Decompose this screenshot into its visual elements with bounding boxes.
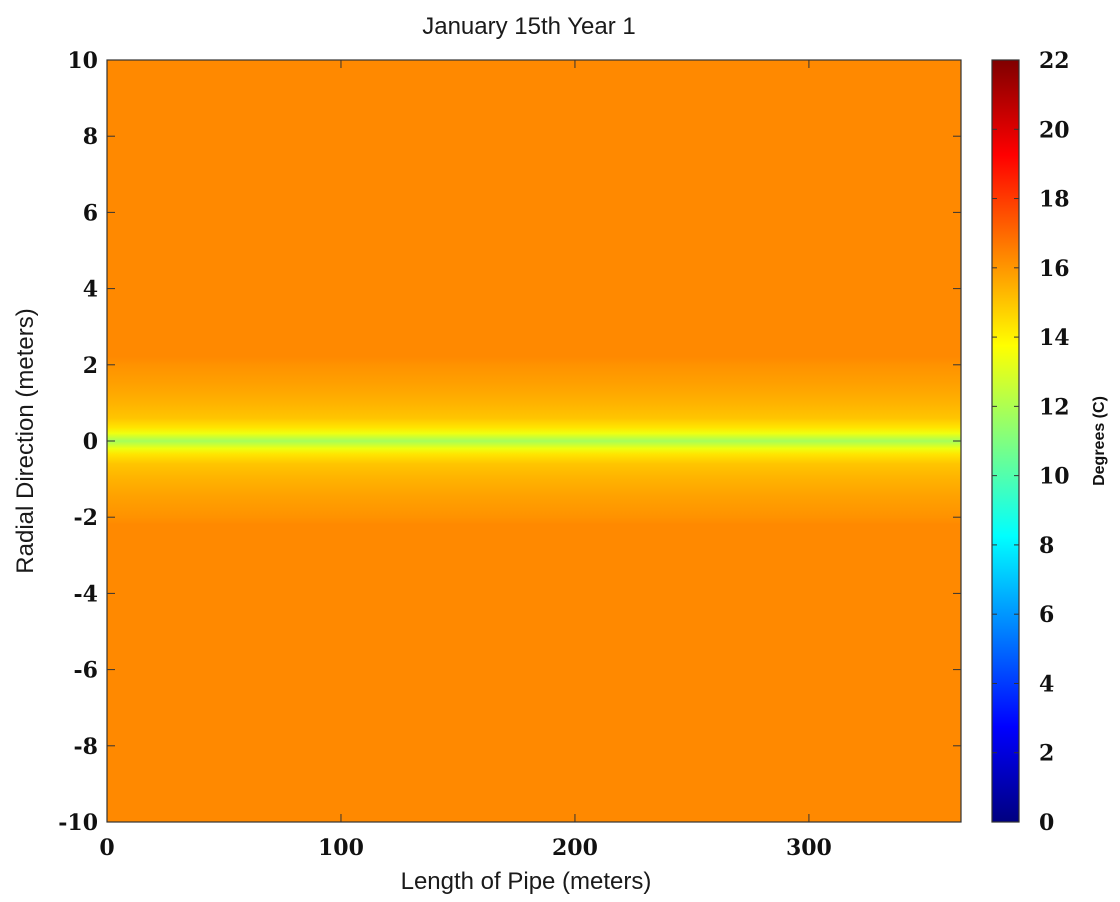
x-tick-label: 300	[786, 835, 832, 861]
colorbar-tick-label: 4	[1039, 671, 1054, 697]
y-tick-label: -4	[74, 581, 98, 607]
y-tick-label: -10	[58, 810, 98, 836]
colorbar-tick-label: 16	[1039, 256, 1070, 282]
colorbar-tick-label: 10	[1039, 464, 1070, 490]
colorbar-tick-label: 18	[1039, 187, 1070, 213]
colorbar-label: Degrees (C)	[1091, 396, 1108, 486]
colorbar-tick-label: 8	[1039, 533, 1054, 559]
colorbar-tick-label: 20	[1039, 117, 1070, 143]
y-axis-label: Radial Direction (meters)	[12, 308, 39, 573]
colorbar-tick-label: 12	[1039, 394, 1070, 420]
y-tick-label: -8	[74, 734, 98, 760]
colorbar-tick-label: 6	[1039, 602, 1054, 628]
colorbar-tick-labels: 0 2 4 6 8 10 12 14 16 18 20 22	[1039, 48, 1070, 836]
x-axis-label: Length of Pipe (meters)	[401, 868, 652, 895]
colorbar-ticks	[992, 59, 1019, 823]
y-tick-label: 4	[83, 277, 98, 303]
axis-tick-labels: 0 100 200 300 -10 -8 -6 -4 -2 0 2 4 6 8 10	[58, 48, 832, 861]
colorbar-tick-label: 14	[1039, 325, 1070, 351]
y-tick-label: 6	[83, 200, 98, 226]
y-tick-label: 2	[83, 353, 98, 379]
y-tick-label: -6	[74, 658, 98, 684]
y-tick-label: -2	[74, 505, 98, 531]
x-tick-label: 0	[99, 835, 114, 861]
colorbar-tick-label: 0	[1039, 810, 1054, 836]
colorbar-tick-label: 2	[1039, 741, 1054, 767]
y-tick-label: 10	[67, 48, 98, 74]
y-tick-label: 8	[83, 124, 98, 150]
colorbar-frame	[991, 59, 1020, 823]
x-tick-label: 200	[552, 835, 598, 861]
axis-ticks	[106, 59, 961, 823]
y-tick-label: 0	[83, 429, 98, 455]
colorbar-tick-label: 22	[1039, 48, 1070, 74]
chart-title: January 15th Year 1	[422, 13, 636, 40]
x-tick-label: 100	[318, 835, 364, 861]
colorbar	[992, 60, 1019, 822]
heatmap-field	[107, 60, 961, 822]
